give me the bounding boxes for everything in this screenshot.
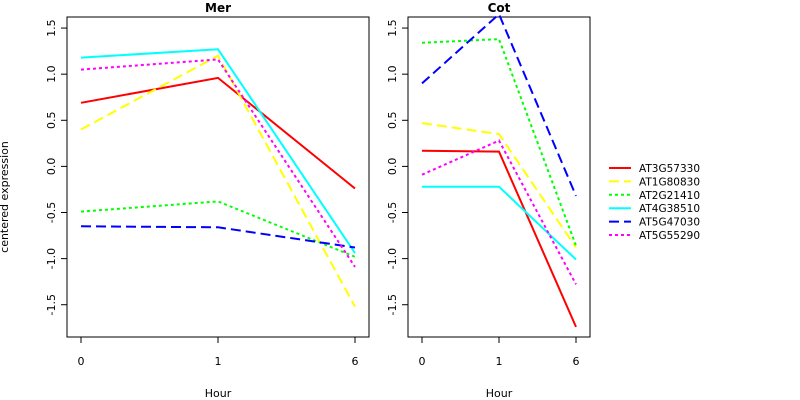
- series-line-at1g80830: [421, 122, 577, 249]
- y-tick-label: 1.0: [386, 65, 399, 83]
- panel-mer: Mer -1.5 -1.0 -0.5 0.0 0.5 1.0 1.5 0 1 6 Hour: [45, 1, 370, 400]
- series-line-at5g55290: [421, 139, 577, 285]
- x-tick-label: 1: [215, 355, 222, 368]
- x-tick-label: 0: [78, 355, 85, 368]
- panel-title: Mer: [205, 1, 231, 15]
- series-line-at3g57330: [80, 76, 356, 190]
- y-tick-label: -1.5: [45, 294, 58, 315]
- y-tick-label: 1.5: [45, 19, 58, 37]
- y-tick-label: 0.0: [45, 158, 58, 176]
- series-line-at5g47030: [421, 12, 577, 197]
- x-tick-label: 6: [352, 355, 359, 368]
- y-tick-label: 0.5: [45, 112, 58, 130]
- legend-label: AT3G57330: [639, 163, 700, 175]
- panel-cot: Cot -1.5 -1.0 -0.5 0.0 0.5 1.0 1.5 0 1 6 Hour: [386, 1, 591, 400]
- x-axis-label: Hour: [205, 387, 232, 400]
- series-line-at2g21410: [80, 200, 356, 258]
- legend-label: AT2G21410: [639, 190, 700, 202]
- legend-label: AT5G55290: [639, 230, 700, 242]
- y-tick-label: -0.5: [45, 202, 58, 223]
- series-line-at4g38510: [422, 185, 577, 261]
- x-tick-label: 6: [573, 355, 580, 368]
- y-tick-label: -1.0: [386, 248, 399, 269]
- panel-title: Cot: [488, 1, 511, 15]
- legend-label: AT1G80830: [639, 176, 700, 188]
- y-tick-label: -0.5: [386, 202, 399, 223]
- x-axis-label: Hour: [486, 387, 513, 400]
- series-line-at4g38510: [80, 48, 356, 254]
- x-tick-label: 1: [496, 355, 503, 368]
- x-tick-label: 0: [419, 355, 426, 368]
- series-line-at3g57330: [421, 149, 577, 328]
- y-tick-label: 1.5: [386, 19, 399, 37]
- y-tick-label: 0.5: [386, 112, 399, 130]
- y-tick-label: -1.0: [45, 248, 58, 269]
- series-line-at5g47030: [80, 225, 356, 249]
- y-tick-label: -1.5: [386, 294, 399, 315]
- legend-label: AT5G47030: [639, 217, 700, 229]
- legend-label: AT4G38510: [639, 203, 700, 215]
- y-tick-label: 1.0: [45, 65, 58, 83]
- series-line-at2g21410: [421, 38, 577, 247]
- y-tick-label: 0.0: [386, 158, 399, 176]
- series-line-at1g80830: [80, 54, 356, 308]
- y-axis-label: centered expression: [0, 141, 11, 253]
